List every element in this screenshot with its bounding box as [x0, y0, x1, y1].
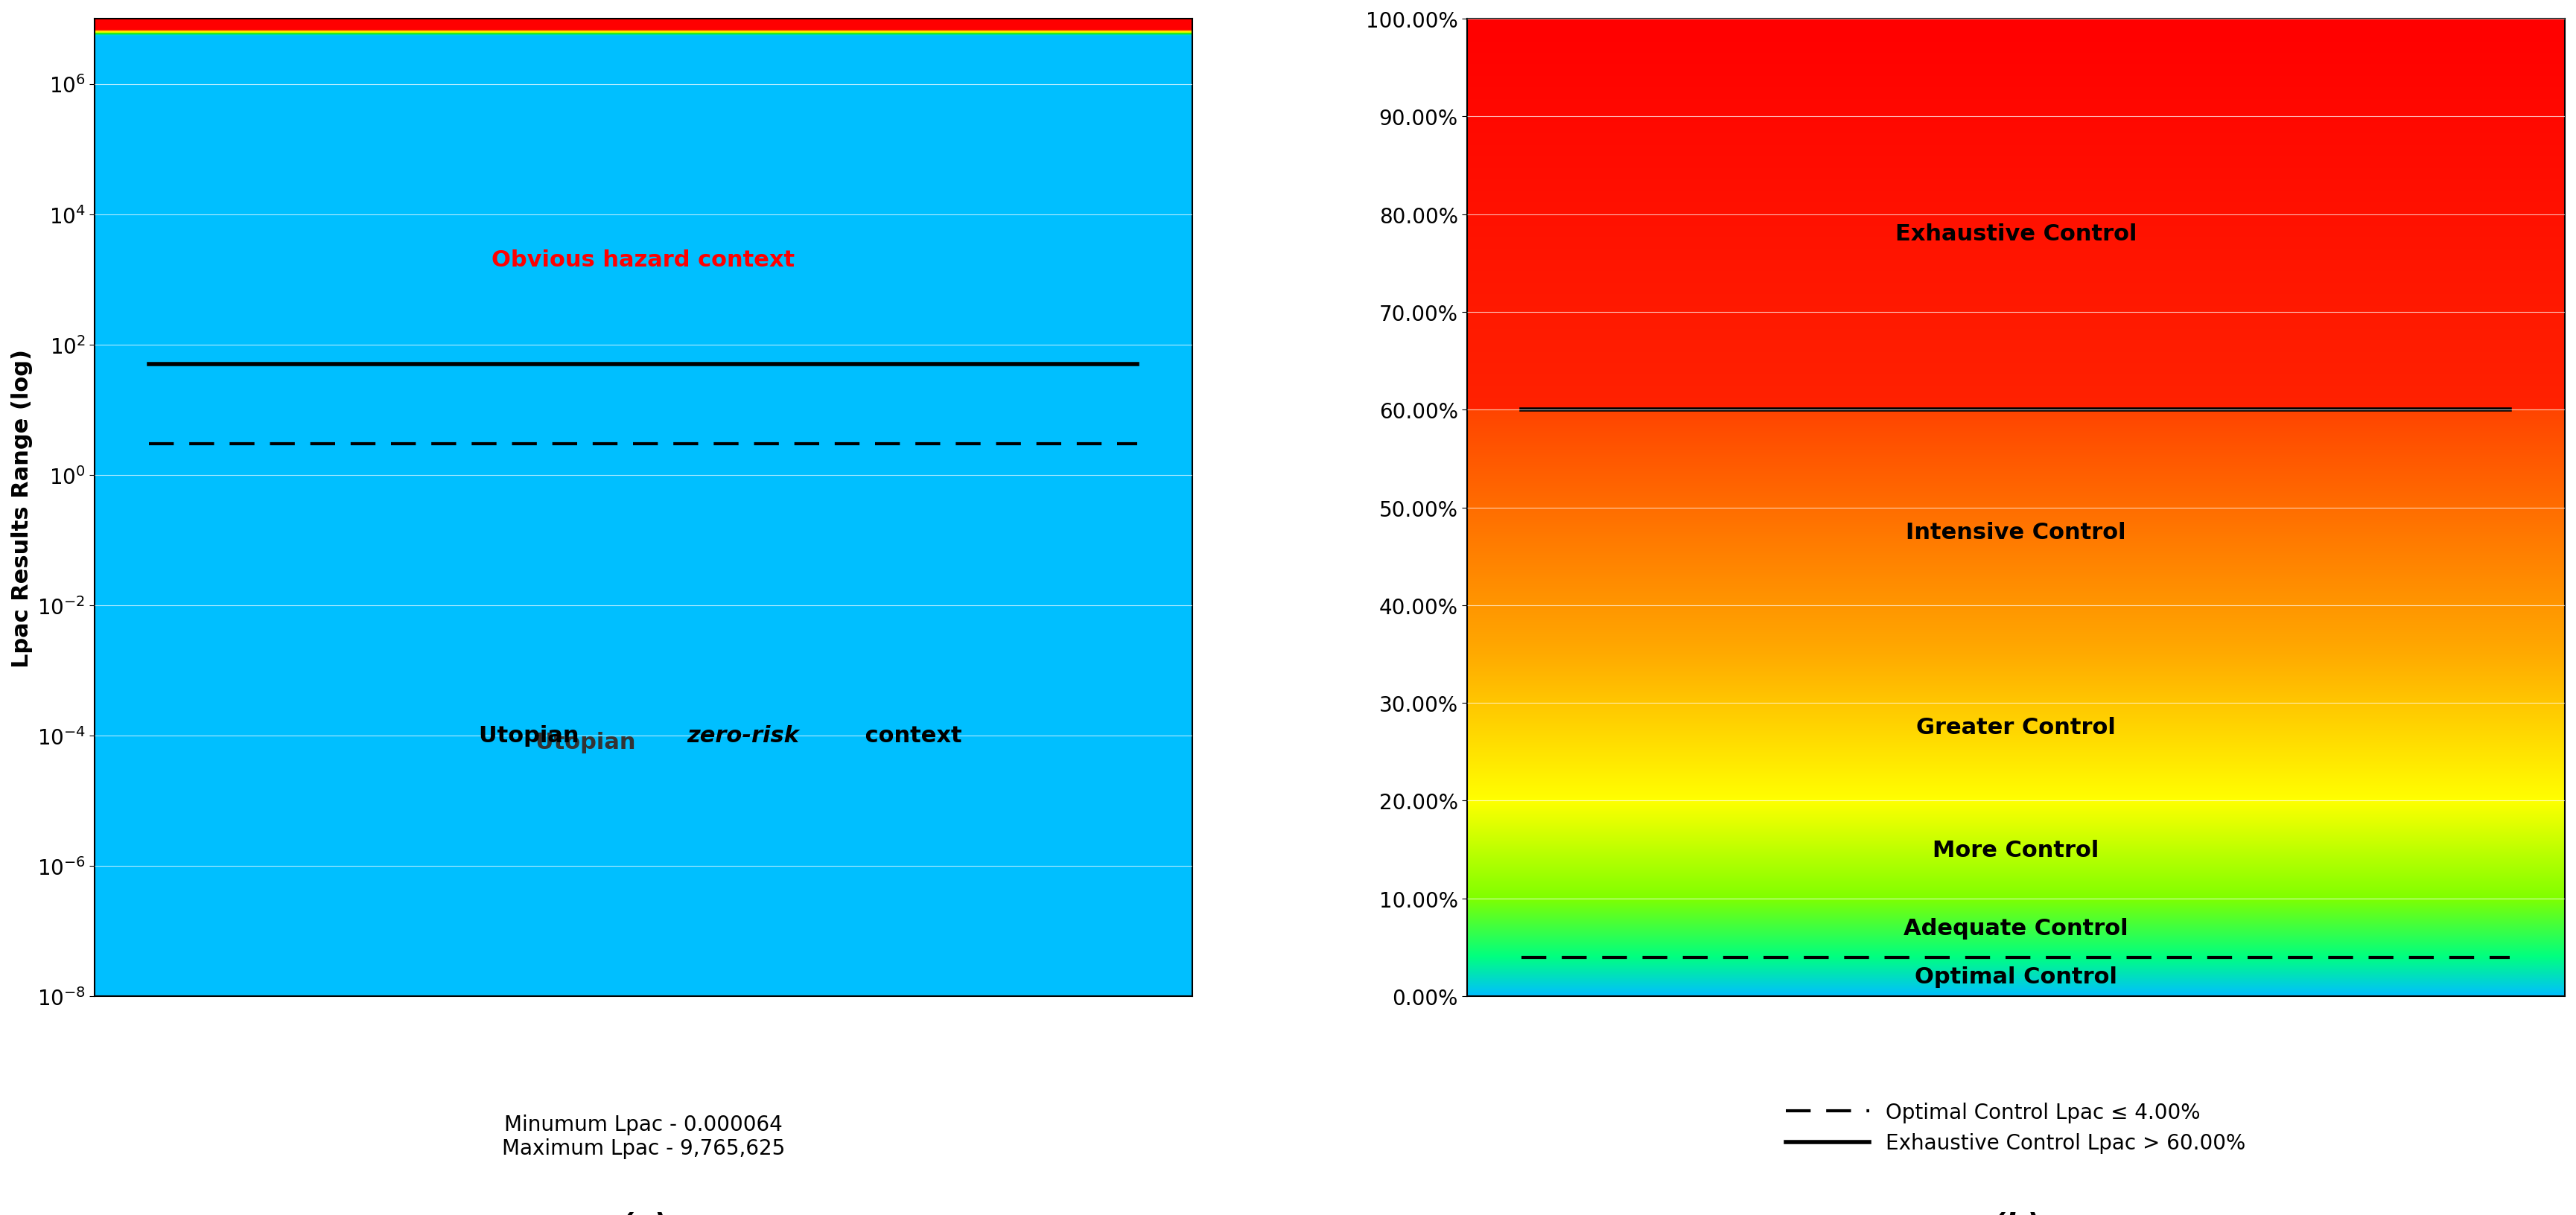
- Text: Greater Control: Greater Control: [1917, 717, 2115, 739]
- Text: (a): (a): [621, 1211, 667, 1215]
- Text: Intensive Control: Intensive Control: [1906, 521, 2125, 543]
- Text: zero-risk: zero-risk: [688, 725, 799, 746]
- Text: context: context: [858, 725, 961, 746]
- Legend: Optimal Control Lpac ≤ 4.00%, Exhaustive Control Lpac > 60.00%: Optimal Control Lpac ≤ 4.00%, Exhaustive…: [1777, 1094, 2254, 1162]
- Text: Utopian: Utopian: [536, 731, 644, 753]
- Y-axis label: Lpac Results Range (log): Lpac Results Range (log): [10, 349, 33, 667]
- Text: Exhaustive Control: Exhaustive Control: [1896, 224, 2136, 245]
- Text: Obvious hazard context: Obvious hazard context: [492, 249, 796, 271]
- Text: Minumum Lpac - 0.000064
Maximum Lpac - 9,765,625: Minumum Lpac - 0.000064 Maximum Lpac - 9…: [502, 1113, 786, 1158]
- Text: Utopian: Utopian: [479, 725, 587, 746]
- Text: More Control: More Control: [1932, 840, 2099, 860]
- Text: Adequate Control: Adequate Control: [1904, 917, 2128, 939]
- Text: (b): (b): [1991, 1211, 2040, 1215]
- Text: Optimal Control: Optimal Control: [1914, 966, 2117, 988]
